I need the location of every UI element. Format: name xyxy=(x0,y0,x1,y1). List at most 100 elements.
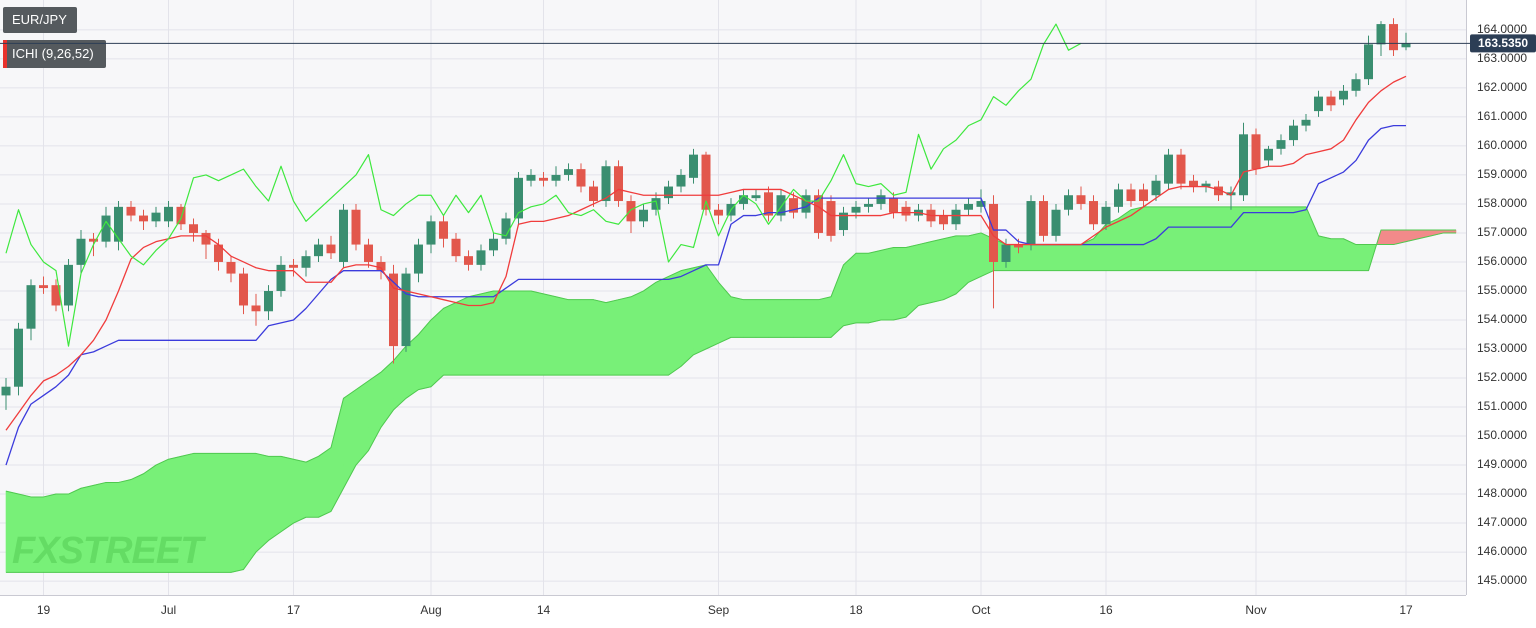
cloud xyxy=(280,455,294,533)
candle-body xyxy=(414,244,423,274)
cloud xyxy=(1318,235,1332,271)
candle-body xyxy=(1314,96,1323,112)
candle-body xyxy=(1264,148,1273,161)
candle-body xyxy=(1164,154,1173,184)
cloud xyxy=(1030,244,1044,271)
candle-body xyxy=(201,232,211,245)
candle-body xyxy=(1151,180,1161,196)
cloud xyxy=(893,247,907,321)
last-price-label: 163.5350 xyxy=(1478,36,1528,50)
cloud xyxy=(293,458,307,524)
chikou-line xyxy=(5,23,1082,347)
candle-body xyxy=(439,221,448,239)
candle-body xyxy=(1276,140,1286,149)
cloud xyxy=(605,299,619,376)
y-tick-label: 162.0000 xyxy=(1477,80,1527,94)
candle-body xyxy=(189,224,198,233)
candle-body xyxy=(576,169,586,187)
candle-body xyxy=(1114,189,1123,207)
cloud xyxy=(918,241,932,306)
y-tick-label: 153.0000 xyxy=(1477,341,1527,355)
x-tick-label: Nov xyxy=(1245,603,1266,617)
candle-body xyxy=(139,215,148,222)
candle-body xyxy=(376,261,386,271)
y-tick-label: 156.0000 xyxy=(1477,254,1527,268)
cloud xyxy=(1280,206,1294,271)
candle-body xyxy=(1201,183,1211,187)
cloud xyxy=(1330,238,1344,271)
x-tick-label: 17 xyxy=(1399,603,1413,617)
candle-body xyxy=(1076,195,1086,204)
candle-body xyxy=(1401,43,1411,48)
cloud xyxy=(1180,206,1194,271)
cloud xyxy=(768,299,782,338)
candle-body xyxy=(276,264,286,291)
indicator-marker xyxy=(3,40,7,68)
candle-body xyxy=(689,154,698,178)
y-tick-label: 149.0000 xyxy=(1477,457,1527,471)
candle-body xyxy=(1039,201,1048,236)
cloud xyxy=(1205,206,1219,271)
candle-body xyxy=(164,206,173,222)
candle-body xyxy=(626,201,636,222)
candle-body xyxy=(739,195,748,204)
candle-body xyxy=(551,174,561,181)
cloud xyxy=(1243,206,1257,271)
y-tick-label: 152.0000 xyxy=(1477,370,1527,384)
candle-body xyxy=(1226,192,1236,196)
cloud xyxy=(1193,206,1207,271)
candle-body xyxy=(951,209,961,225)
candle-body xyxy=(1326,96,1336,106)
cloud xyxy=(1168,206,1182,271)
cloud xyxy=(755,299,769,338)
cloud xyxy=(618,296,632,376)
candle-body xyxy=(364,244,373,262)
candle-body xyxy=(251,305,261,312)
cloud xyxy=(880,247,894,321)
candle-body xyxy=(339,209,348,262)
cloud xyxy=(968,232,982,283)
cloud xyxy=(680,267,694,368)
candle-body xyxy=(589,186,598,202)
candle-body xyxy=(801,195,811,213)
cloud xyxy=(1143,206,1157,271)
candle-body xyxy=(51,285,61,306)
cloud xyxy=(530,290,544,376)
plot-area xyxy=(0,0,1466,595)
candle-body xyxy=(1,386,11,396)
cloud xyxy=(630,290,644,376)
cloud xyxy=(318,447,332,518)
candle-body xyxy=(451,238,461,257)
cloud xyxy=(818,296,832,338)
senkou-a-line xyxy=(5,206,1456,498)
cloud xyxy=(930,238,944,303)
cloud xyxy=(643,281,657,376)
candle-body xyxy=(526,174,536,181)
cloud xyxy=(805,299,819,338)
candle-body xyxy=(14,328,23,387)
cloud xyxy=(305,455,319,518)
y-tick-label: 160.0000 xyxy=(1477,138,1527,152)
cloud xyxy=(668,270,682,376)
cloud xyxy=(555,296,569,376)
candle-body xyxy=(289,264,298,268)
candle-body xyxy=(1389,24,1398,51)
cloud xyxy=(655,275,669,376)
candle-body xyxy=(1014,244,1023,248)
y-tick-label: 148.0000 xyxy=(1477,486,1527,500)
y-tick-label: 145.0000 xyxy=(1477,573,1527,587)
candle-body xyxy=(564,169,573,175)
cloud xyxy=(1055,244,1069,271)
cloud xyxy=(868,249,882,324)
candle-body xyxy=(214,244,223,262)
cloud xyxy=(693,264,707,356)
candle-body xyxy=(989,203,998,262)
candle-body xyxy=(601,166,611,202)
candle-body xyxy=(614,166,623,202)
cloud xyxy=(780,299,794,338)
candle-body xyxy=(514,177,523,219)
symbol-box xyxy=(3,7,77,33)
cloud xyxy=(1355,244,1369,271)
